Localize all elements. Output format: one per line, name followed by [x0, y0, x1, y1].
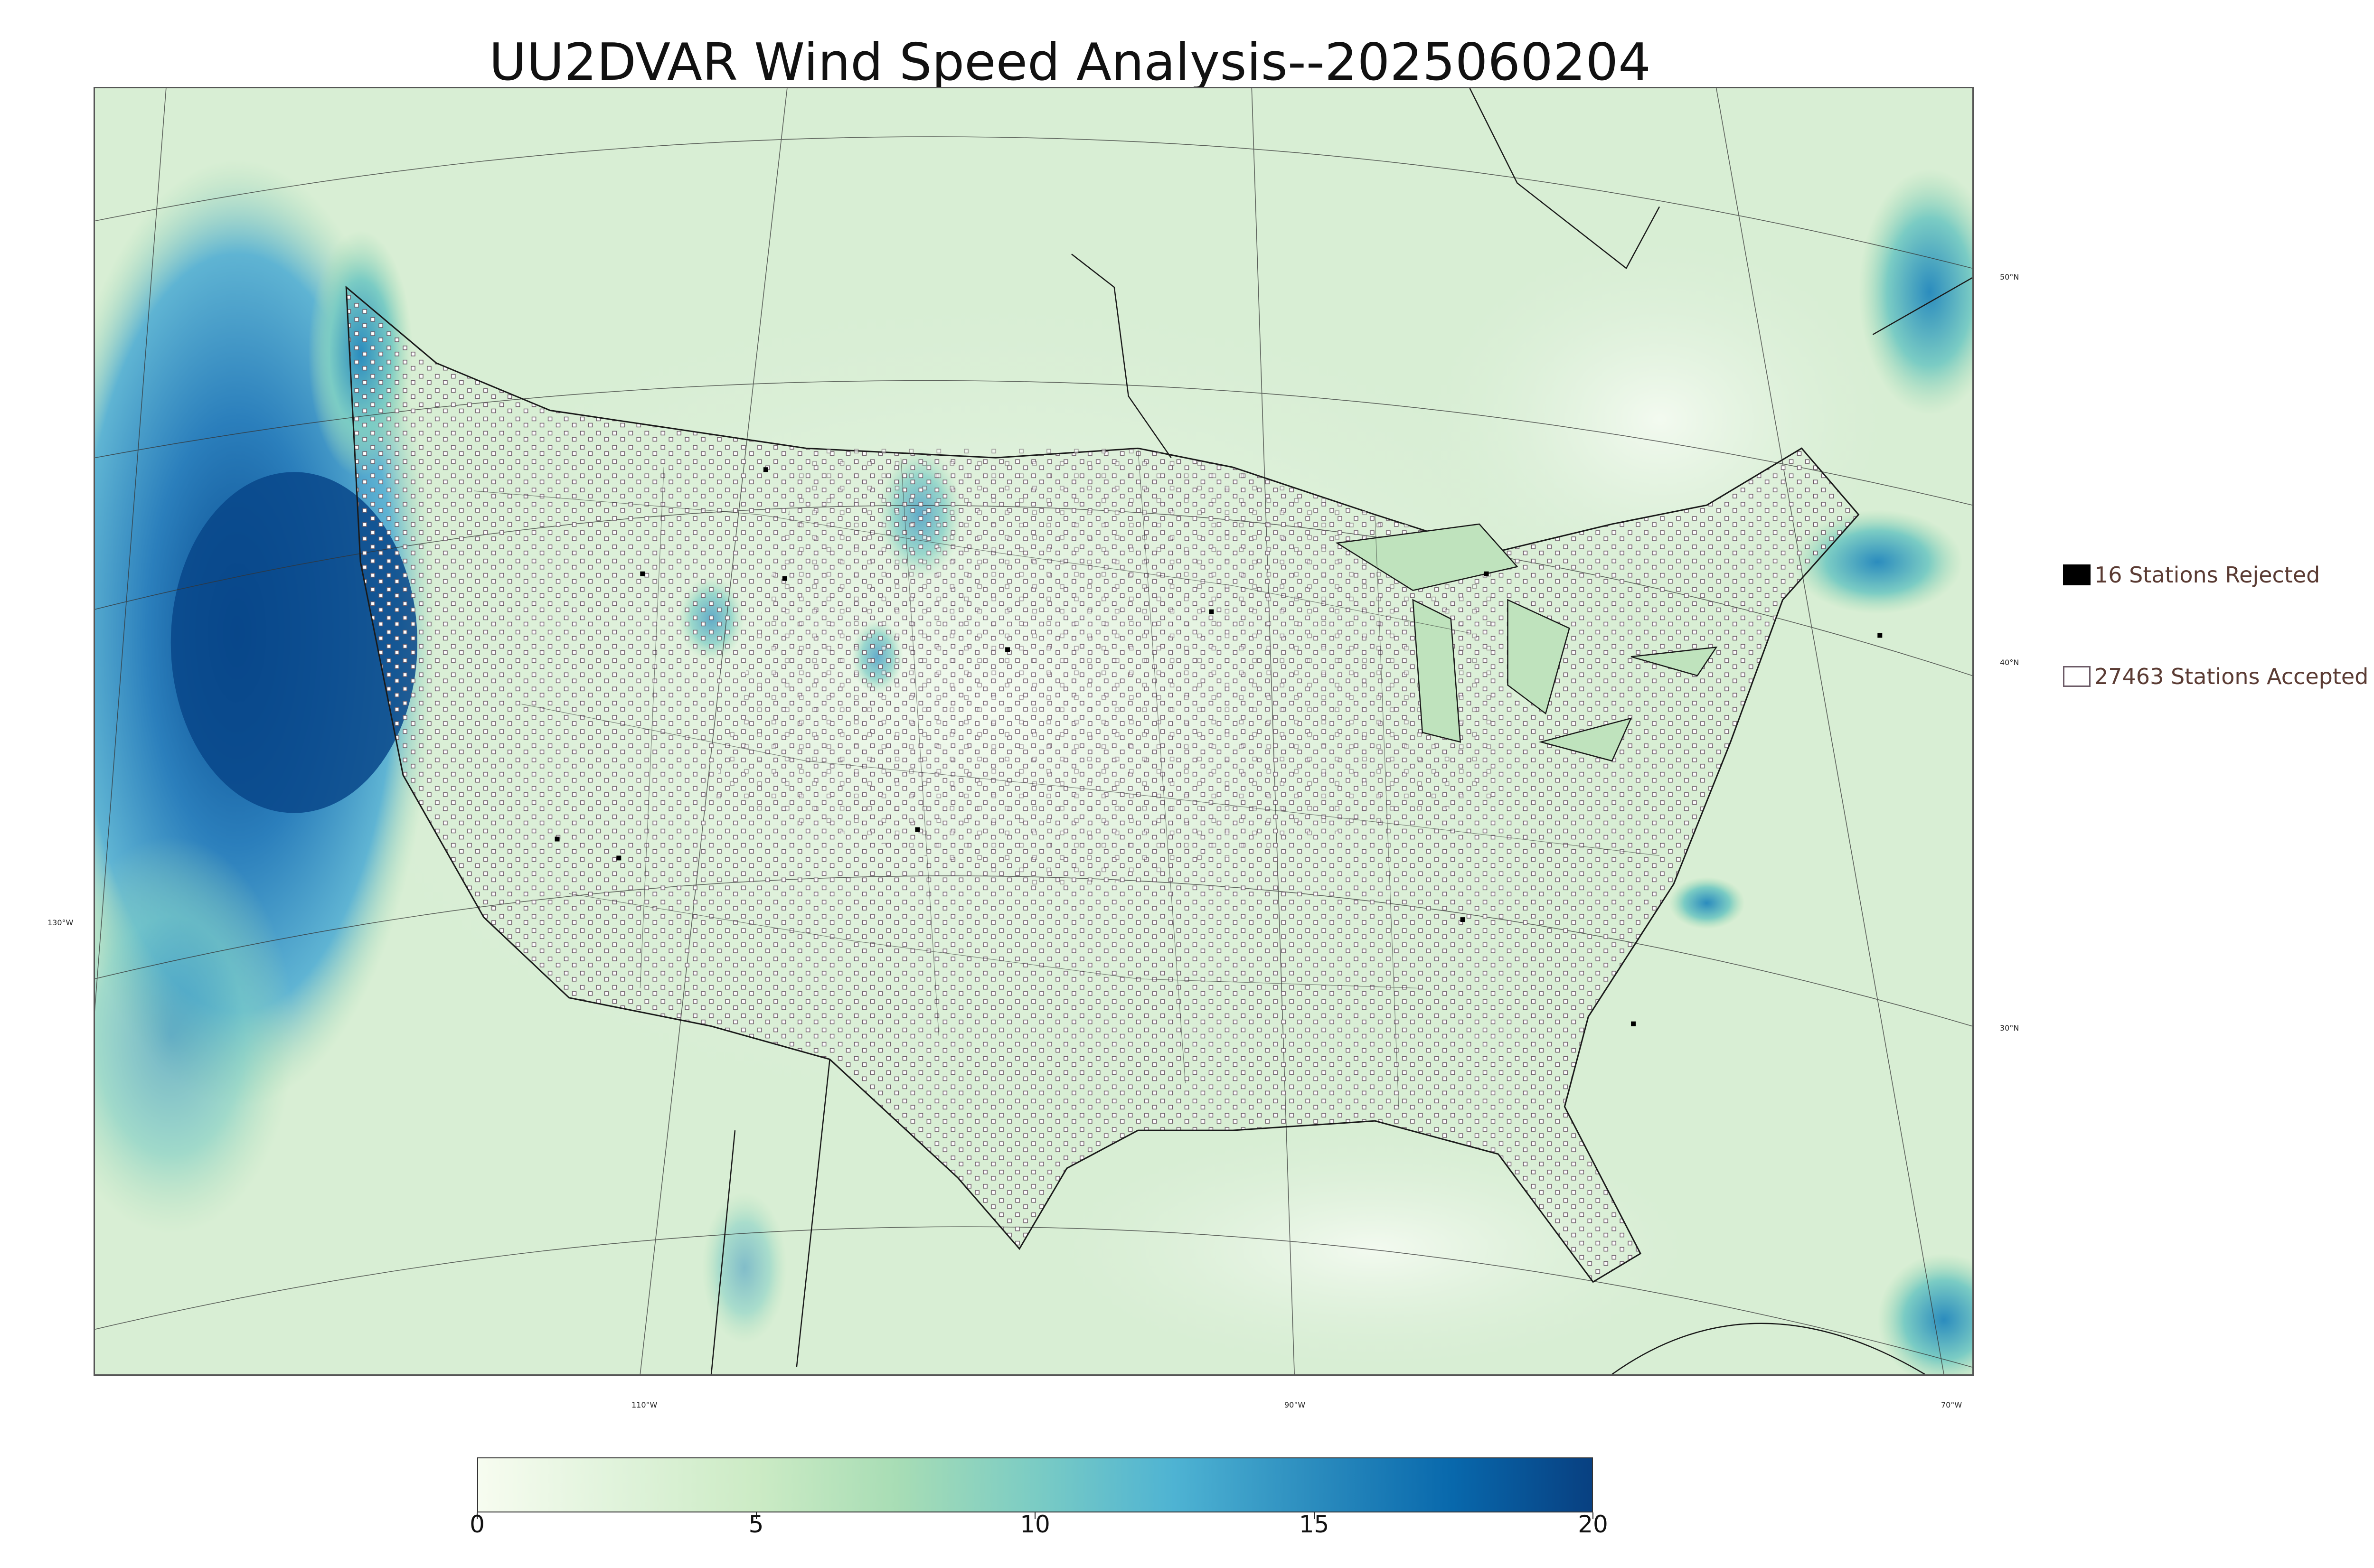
colorbar-tick	[1592, 1512, 1593, 1519]
map-panel[interactable]	[94, 87, 1974, 1376]
legend-accepted: 27463 Stations Accepted	[2063, 664, 2368, 689]
colorbar-tick	[477, 1512, 478, 1519]
colorbar-tick	[755, 1512, 757, 1519]
lon-label-130w: 130°W	[47, 918, 74, 927]
lat-label-30n: 30°N	[2000, 1023, 2019, 1033]
colorbar-tick	[1313, 1512, 1315, 1519]
colorbar-tick-label: 0	[470, 1511, 485, 1538]
lat-label-40n: 40°N	[2000, 658, 2019, 667]
colorbar-tick-label: 15	[1299, 1511, 1329, 1538]
colorbar-tick-label: 20	[1578, 1511, 1608, 1538]
page-title: UU2DVAR Wind Speed Analysis--2025060204	[489, 33, 1651, 92]
lon-label-70w: 70°W	[1941, 1400, 1962, 1409]
legend-accepted-label: 27463 Stations Accepted	[2094, 664, 2369, 689]
accepted-swatch	[2063, 666, 2091, 687]
legend-rejected: 16 Stations Rejected	[2063, 562, 2320, 588]
rejected-swatch	[2063, 564, 2091, 585]
colorbar-tick-label: 10	[1020, 1511, 1050, 1538]
lon-label-110w: 110°W	[631, 1400, 658, 1409]
colorbar-tick	[1035, 1512, 1036, 1519]
colorbar-tick-label: 5	[748, 1511, 764, 1538]
colorbar	[477, 1457, 1593, 1512]
legend-rejected-label: 16 Stations Rejected	[2094, 562, 2320, 588]
wind-speed-map[interactable]	[95, 88, 1972, 1374]
lon-label-90w: 90°W	[1284, 1400, 1306, 1409]
lat-label-50n: 50°N	[2000, 272, 2019, 282]
